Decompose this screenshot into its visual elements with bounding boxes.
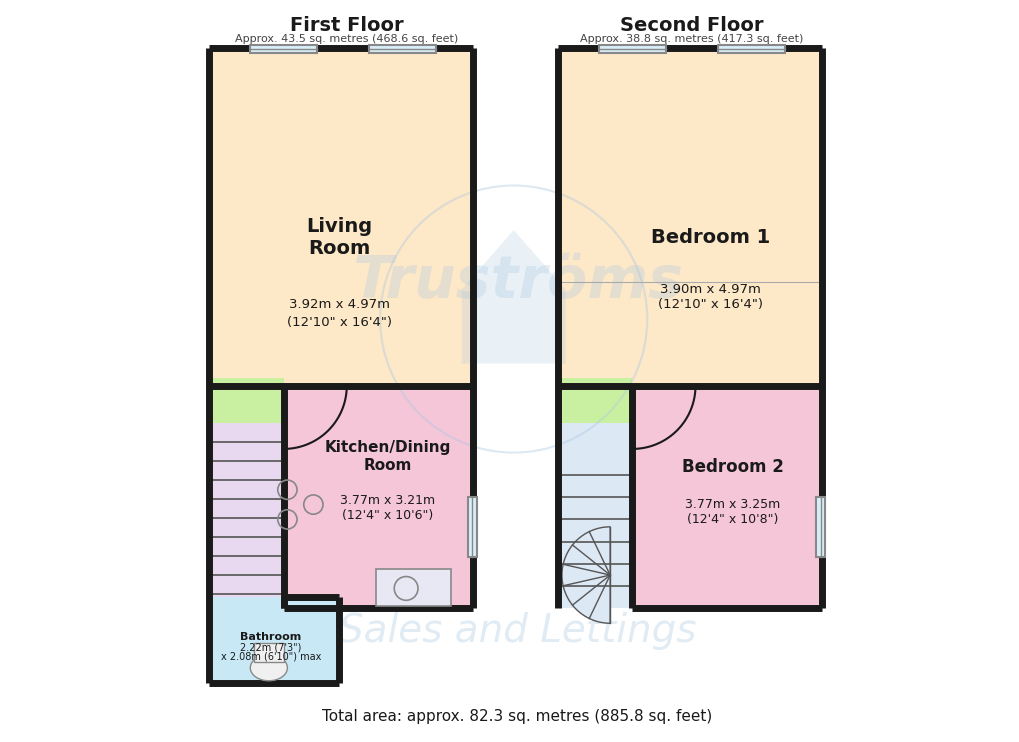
Bar — [209, 597, 339, 683]
Bar — [369, 45, 435, 53]
Bar — [376, 569, 450, 606]
Text: Living
Room: Living Room — [306, 217, 372, 258]
Text: Bedroom 1: Bedroom 1 — [650, 228, 769, 247]
Text: Second Floor: Second Floor — [620, 16, 763, 36]
Text: Bathroom: Bathroom — [240, 631, 302, 642]
Text: x 2.08m (6'10") max: x 2.08m (6'10") max — [221, 651, 321, 662]
Bar — [209, 378, 283, 423]
Text: 3.77m x 3.21m: 3.77m x 3.21m — [339, 494, 435, 508]
Bar — [209, 48, 473, 386]
Wedge shape — [561, 527, 609, 623]
Bar — [254, 643, 283, 662]
Bar — [283, 386, 473, 608]
Text: (12'4" x 10'8"): (12'4" x 10'8") — [686, 513, 777, 526]
Bar — [209, 423, 283, 608]
Text: Kitchen/Dining
Room: Kitchen/Dining Room — [324, 440, 450, 473]
Bar — [717, 45, 784, 53]
Ellipse shape — [250, 655, 287, 681]
Text: 2.22m (7'3"): 2.22m (7'3") — [240, 642, 302, 652]
Bar — [598, 45, 665, 53]
Text: Bedroom 2: Bedroom 2 — [681, 459, 783, 476]
Text: Total area: approx. 82.3 sq. metres (885.8 sq. feet): Total area: approx. 82.3 sq. metres (885… — [322, 709, 712, 723]
Text: (12'10" x 16'4"): (12'10" x 16'4") — [286, 316, 391, 329]
Bar — [557, 378, 632, 423]
Text: Sales and Lettings: Sales and Lettings — [338, 611, 696, 650]
Bar — [632, 386, 821, 608]
Text: Truströms: Truströms — [352, 254, 682, 310]
Text: First Floor: First Floor — [289, 16, 404, 36]
Text: (12'4" x 10'6"): (12'4" x 10'6") — [341, 509, 433, 522]
Bar — [557, 48, 821, 386]
Text: 3.77m x 3.25m: 3.77m x 3.25m — [685, 498, 780, 511]
Bar — [468, 497, 476, 556]
Bar — [815, 497, 824, 556]
Polygon shape — [462, 230, 566, 364]
Text: 3.92m x 4.97m: 3.92m x 4.97m — [288, 298, 389, 311]
Text: Approx. 43.5 sq. metres (468.6 sq. feet): Approx. 43.5 sq. metres (468.6 sq. feet) — [235, 33, 458, 44]
Bar — [250, 45, 317, 53]
Bar — [557, 423, 632, 608]
Text: 3.90m x 4.97m: 3.90m x 4.97m — [659, 283, 760, 296]
Text: Approx. 38.8 sq. metres (417.3 sq. feet): Approx. 38.8 sq. metres (417.3 sq. feet) — [580, 33, 803, 44]
Text: (12'10" x 16'4"): (12'10" x 16'4") — [657, 298, 762, 311]
